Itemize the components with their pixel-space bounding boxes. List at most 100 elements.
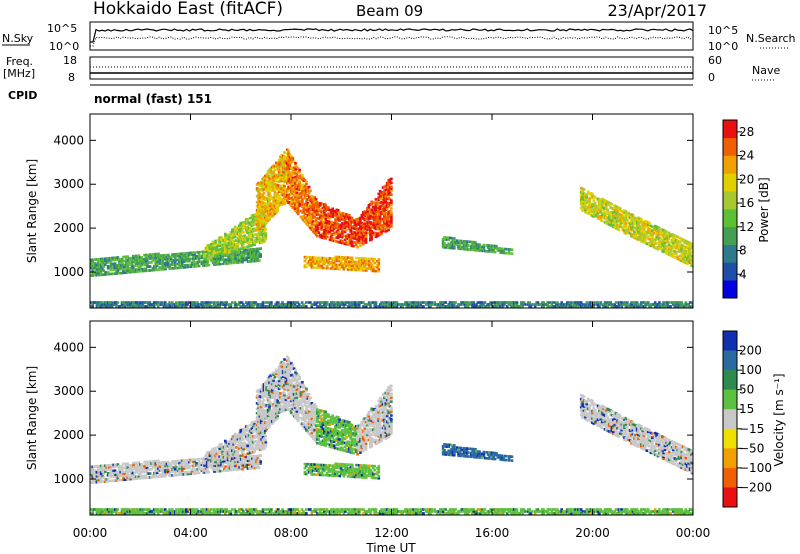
data-cell xyxy=(662,248,665,252)
data-cell xyxy=(184,301,188,304)
data-cell xyxy=(660,303,664,306)
data-cell xyxy=(360,215,364,219)
data-cell xyxy=(349,260,353,263)
data-cell xyxy=(312,220,315,223)
data-cell xyxy=(168,466,171,470)
data-cell xyxy=(658,246,661,250)
data-cell xyxy=(288,305,291,308)
data-cell xyxy=(239,247,242,251)
data-cell xyxy=(139,266,142,269)
data-cell xyxy=(673,301,677,304)
data-cell xyxy=(314,303,318,306)
data-cell xyxy=(288,181,292,184)
data-cell xyxy=(287,195,290,199)
data-cell xyxy=(585,199,589,203)
data-cell xyxy=(109,303,113,306)
data-cell xyxy=(626,305,629,308)
data-cell xyxy=(90,258,93,262)
data-cell xyxy=(621,218,625,222)
data-cell xyxy=(113,475,117,478)
data-cell xyxy=(334,257,337,261)
data-cell xyxy=(155,268,159,272)
data-cell xyxy=(387,305,390,308)
data-cell xyxy=(168,265,171,268)
data-cell xyxy=(669,254,672,257)
data-cell xyxy=(266,170,270,173)
data-cell xyxy=(294,162,297,165)
data-cell xyxy=(253,259,257,263)
data-cell xyxy=(174,257,177,260)
data-cell xyxy=(130,303,134,306)
data-cell xyxy=(321,236,325,239)
data-cell xyxy=(626,218,629,222)
data-cell xyxy=(339,261,343,265)
data-cell xyxy=(600,205,604,209)
data-cell xyxy=(241,260,244,264)
data-cell xyxy=(667,251,671,254)
data-cell xyxy=(444,244,448,247)
data-cell xyxy=(370,269,374,273)
data-cell xyxy=(303,192,307,196)
data-cell xyxy=(252,248,255,251)
data-cell xyxy=(313,266,316,269)
data-cell xyxy=(573,303,576,306)
data-cell xyxy=(584,210,587,214)
data-cell xyxy=(134,254,138,258)
data-cell xyxy=(97,301,100,304)
data-cell xyxy=(280,173,284,177)
data-cell xyxy=(567,305,570,308)
data-cell xyxy=(681,250,685,253)
data-cell xyxy=(378,217,382,221)
data-cell xyxy=(238,238,241,241)
data-cell xyxy=(321,222,325,226)
data-cell xyxy=(124,301,128,304)
data-cell xyxy=(167,470,170,474)
data-cell xyxy=(665,232,668,235)
data-cell xyxy=(246,231,249,235)
data-cell xyxy=(95,271,99,275)
data-cell xyxy=(489,303,492,306)
data-cell xyxy=(669,234,672,237)
data-cell xyxy=(536,301,540,304)
data-cell xyxy=(651,233,654,236)
data-cell xyxy=(637,216,640,220)
data-cell xyxy=(311,256,315,259)
data-cell xyxy=(667,235,671,239)
data-cell xyxy=(92,258,96,261)
data-cell xyxy=(374,231,378,235)
data-cell xyxy=(102,263,106,266)
data-cell xyxy=(628,226,632,229)
data-cell xyxy=(310,202,314,206)
data-cell xyxy=(207,470,211,474)
data-cell xyxy=(359,218,362,222)
data-cell xyxy=(294,169,297,173)
data-cell xyxy=(136,465,139,468)
y-tick-label: 1000 xyxy=(53,265,84,279)
data-cell xyxy=(298,200,301,203)
data-cell xyxy=(592,209,596,212)
data-cell xyxy=(272,201,275,205)
data-cell xyxy=(296,175,300,178)
data-cell xyxy=(472,246,476,250)
data-cell xyxy=(211,468,215,472)
data-cell xyxy=(243,220,247,224)
data-cell xyxy=(262,191,266,195)
data-cell xyxy=(641,301,644,304)
data-cell xyxy=(320,216,323,219)
data-cell xyxy=(334,255,337,259)
data-cell xyxy=(373,218,376,222)
data-cell xyxy=(244,305,248,308)
data-cell xyxy=(469,244,473,248)
data-cell xyxy=(299,192,303,195)
data-cell xyxy=(317,262,321,266)
data-cell xyxy=(350,244,354,247)
data-cell xyxy=(151,268,155,272)
data-cell xyxy=(233,233,237,237)
data-cell xyxy=(224,461,227,464)
data-cell xyxy=(466,301,470,304)
data-cell xyxy=(241,250,244,254)
data-cell xyxy=(533,305,537,308)
data-cell xyxy=(113,258,117,262)
data-cell xyxy=(314,209,318,213)
data-cell xyxy=(656,245,660,249)
